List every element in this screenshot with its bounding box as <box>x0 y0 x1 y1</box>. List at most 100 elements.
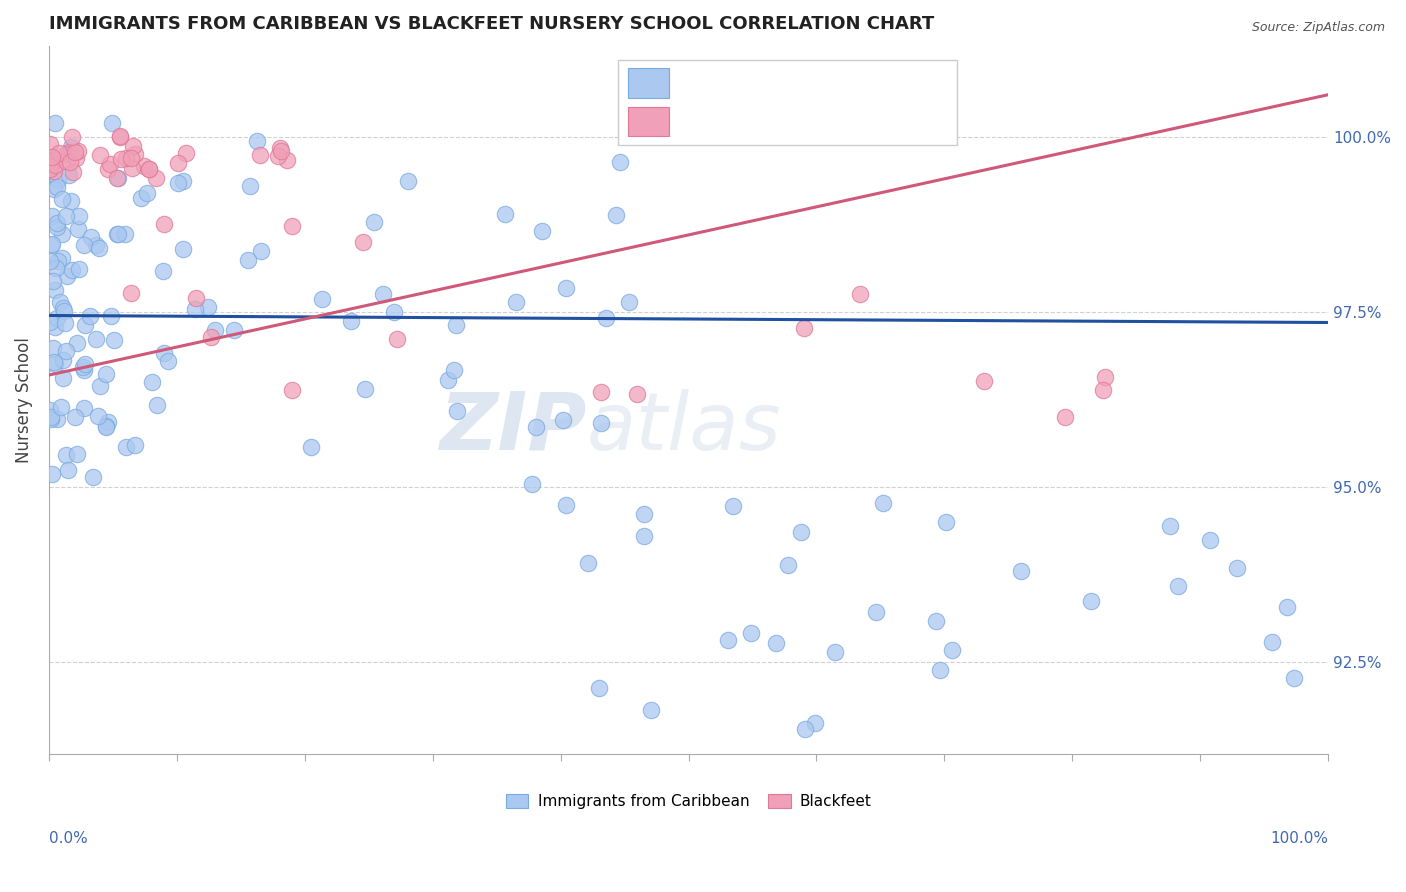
Point <box>1261 635 1284 649</box>
Point <box>197 301 219 315</box>
Point <box>172 242 194 256</box>
Point <box>396 174 419 188</box>
Point <box>849 286 872 301</box>
Point <box>46 216 69 230</box>
Point <box>554 498 576 512</box>
Point <box>200 330 222 344</box>
Point <box>45 179 67 194</box>
Point <box>46 172 69 186</box>
Point <box>72 359 94 374</box>
Point <box>73 238 96 252</box>
Point <box>73 401 96 415</box>
Point <box>55 153 77 168</box>
Point <box>382 305 405 319</box>
Point <box>935 515 957 529</box>
Point <box>67 262 90 277</box>
Point <box>89 379 111 393</box>
Text: Source: ZipAtlas.com: Source: ZipAtlas.com <box>1251 21 1385 35</box>
Point <box>619 294 641 309</box>
Point <box>51 227 73 242</box>
Point <box>776 558 799 573</box>
Point <box>640 703 662 717</box>
Point <box>39 238 62 252</box>
Point <box>120 151 142 165</box>
Point <box>578 556 600 570</box>
Point <box>363 215 385 229</box>
Point <box>84 237 107 252</box>
Point <box>1094 369 1116 384</box>
Point <box>1159 519 1181 533</box>
Point <box>793 722 815 736</box>
Point <box>51 192 73 206</box>
Point <box>941 643 963 657</box>
Point <box>87 241 110 255</box>
Point <box>39 162 62 177</box>
Point <box>138 162 160 177</box>
Point <box>122 138 145 153</box>
Point <box>44 116 66 130</box>
Point <box>588 681 610 695</box>
Point <box>105 170 128 185</box>
Point <box>239 179 262 194</box>
Point <box>551 413 574 427</box>
Point <box>145 171 167 186</box>
Point <box>1054 410 1077 425</box>
Point <box>42 341 65 355</box>
Point <box>97 415 120 429</box>
Point <box>45 310 67 325</box>
Point <box>100 309 122 323</box>
Point <box>626 387 648 401</box>
Point <box>973 374 995 388</box>
Point <box>184 301 207 316</box>
Point <box>41 151 63 165</box>
Point <box>249 244 271 259</box>
Point <box>281 219 304 234</box>
Point <box>97 162 120 177</box>
Point <box>267 149 290 163</box>
Text: atlas: atlas <box>586 389 780 467</box>
Point <box>1282 671 1305 685</box>
Point <box>138 161 160 176</box>
Point <box>174 146 197 161</box>
Point <box>108 130 131 145</box>
Point <box>444 318 467 333</box>
Point <box>62 165 84 179</box>
Point <box>49 400 72 414</box>
Point <box>73 357 96 371</box>
Point <box>53 317 76 331</box>
Point <box>269 141 291 155</box>
Point <box>152 263 174 277</box>
Point <box>595 310 617 325</box>
Point <box>55 209 77 223</box>
Point <box>48 146 70 161</box>
Point <box>55 344 77 359</box>
Point <box>42 155 65 169</box>
Point <box>172 173 194 187</box>
Point <box>804 715 827 730</box>
Point <box>184 291 207 305</box>
Point <box>58 168 80 182</box>
Point <box>44 358 66 372</box>
Point <box>59 154 82 169</box>
Point <box>82 470 104 484</box>
Point <box>65 145 87 160</box>
Point <box>39 403 62 417</box>
Point <box>721 499 744 513</box>
Point <box>44 283 66 297</box>
Point <box>75 318 97 332</box>
Point <box>134 159 156 173</box>
Point <box>39 137 62 152</box>
Point <box>740 626 762 640</box>
Point <box>765 636 787 650</box>
Point <box>505 294 527 309</box>
Point <box>103 334 125 348</box>
Point <box>60 194 83 208</box>
Point <box>41 274 63 288</box>
Point <box>53 303 76 318</box>
Point <box>494 207 516 221</box>
Point <box>531 224 554 238</box>
Point <box>41 237 63 252</box>
Point <box>66 335 89 350</box>
Point <box>249 147 271 161</box>
Point <box>87 409 110 423</box>
